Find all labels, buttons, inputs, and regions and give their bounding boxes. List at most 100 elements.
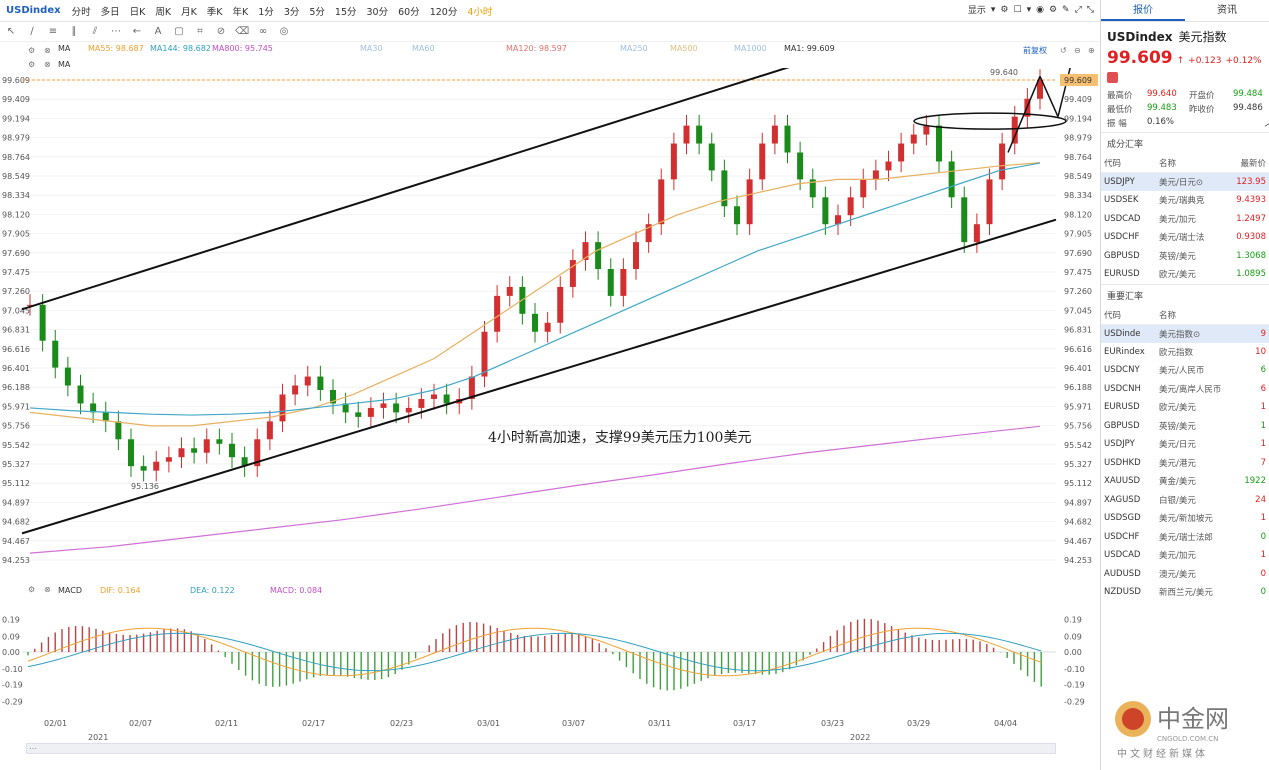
table-row[interactable]: USDCHF 美元/瑞士法 0.9308: [1101, 228, 1269, 247]
chevron-down-icon[interactable]: ▾: [990, 4, 996, 15]
table-row[interactable]: EURindex 欧元指数 10: [1101, 343, 1269, 362]
chevron-down-icon[interactable]: ▾: [1026, 4, 1032, 15]
timeframe-14[interactable]: 4小时: [467, 6, 493, 18]
table-row[interactable]: EURUSD 欧元/美元 1.0895: [1101, 265, 1269, 284]
timeframe-4[interactable]: 月K: [181, 6, 197, 18]
candle-body: [847, 197, 854, 216]
timeframe-7[interactable]: 1分: [258, 6, 274, 18]
ma-legend-main: ⚙ ⊗ MA MA55: 98.687 MA144: 98.682 MA800: 95…: [0, 44, 1100, 56]
table-row[interactable]: XAGUSD 白银/美元 24: [1101, 491, 1269, 510]
close-icon[interactable]: ⊗: [44, 45, 51, 55]
timeframe-9[interactable]: 5分: [309, 6, 325, 18]
timeframe-10[interactable]: 15分: [334, 6, 357, 18]
table-row[interactable]: USDCNY 美元/人民币 6: [1101, 361, 1269, 380]
table-row[interactable]: USDJPY 美元/日元 1: [1101, 435, 1269, 454]
table-row[interactable]: XAUUSD 黄金/美元 1922: [1101, 472, 1269, 491]
chart-scrollbar[interactable]: ⋯: [26, 743, 1056, 754]
table-row[interactable]: USDinde 美元指数⊙ 9: [1101, 324, 1269, 343]
fib-icon[interactable]: ⋯: [111, 26, 121, 37]
horizontal-line-icon[interactable]: ≡: [48, 26, 58, 37]
close-icon[interactable]: ⊗: [44, 585, 51, 594]
macd-chart[interactable]: 0.19 0.19 0.09 0.09 0.00 0.00 -0.10 -0.10 -0.19 -…: [0, 597, 1100, 717]
settings-icon[interactable]: ⚙: [1048, 4, 1058, 15]
display-menu[interactable]: 显示: [967, 6, 986, 16]
favorite-icon[interactable]: [1107, 72, 1118, 83]
pencil-icon[interactable]: ✎: [1062, 4, 1070, 15]
table-row[interactable]: USDJPY 美元/日元⊙ 123.95: [1101, 172, 1269, 191]
price-tick-left: 95.542: [2, 441, 30, 450]
candle-body: [165, 457, 172, 462]
candle-body: [241, 457, 248, 467]
timeframe-3[interactable]: 周K: [155, 6, 172, 18]
timeframe-12[interactable]: 60分: [398, 6, 420, 18]
quote-header: USDindex 美元指数 99.609 ↑ +0.123 +0.12%: [1101, 22, 1269, 68]
tab-quote[interactable]: 报价: [1101, 0, 1185, 21]
arrow-icon[interactable]: ←: [132, 26, 142, 37]
zoom-in-icon[interactable]: ⊕: [1088, 45, 1095, 55]
gear-icon[interactable]: ⚙: [28, 59, 36, 69]
table-row[interactable]: USDCHF 美元/瑞士法郎 0: [1101, 528, 1269, 547]
code-cell: USDCAD: [1104, 213, 1141, 224]
expand-icon[interactable]: ⤡: [1086, 4, 1094, 15]
zoom-out-icon[interactable]: ⊖: [1074, 45, 1081, 55]
eye-icon[interactable]: ◎: [279, 26, 289, 37]
table-row[interactable]: USDSGD 美元/新加坡元 1: [1101, 509, 1269, 528]
table-row[interactable]: GBPUSD 英镑/美元 1.3068: [1101, 247, 1269, 266]
candle-body: [683, 125, 690, 144]
macd-tick-left: -0.10: [2, 665, 23, 674]
timeframe-13[interactable]: 120分: [429, 6, 458, 18]
note-icon[interactable]: ▢: [174, 26, 184, 37]
scroll-handle[interactable]: ⋯: [29, 744, 37, 753]
fullscreen-icon[interactable]: ⤢: [1074, 4, 1082, 15]
channel-icon[interactable]: ⫽: [92, 26, 98, 37]
name-cell: 欧元/美元: [1159, 270, 1196, 281]
price-tick-left: 97.475: [2, 268, 30, 277]
gear-icon[interactable]: ⚙: [1000, 4, 1009, 15]
table-row[interactable]: NZDUSD 新西兰元/美元 0: [1101, 583, 1269, 602]
tab-news[interactable]: 资讯: [1217, 5, 1237, 16]
table-row[interactable]: USDHKD 美元/港元 7: [1101, 454, 1269, 473]
gear-icon[interactable]: ⚙: [28, 585, 36, 594]
text-icon[interactable]: A: [154, 26, 162, 37]
undo-icon[interactable]: ↺: [1060, 45, 1067, 55]
trend-line-icon[interactable]: ∕: [30, 26, 34, 37]
timeframe-1[interactable]: 多日: [100, 6, 120, 18]
table-row[interactable]: USDCAD 美元/加元 1.2497: [1101, 210, 1269, 229]
camera-icon[interactable]: ◉: [1036, 4, 1044, 15]
gear-icon[interactable]: ⚙: [28, 45, 36, 55]
timeframe-8[interactable]: 3分: [283, 6, 300, 18]
timeframe-6[interactable]: 年K: [232, 6, 249, 18]
delete-icon[interactable]: ⌫: [234, 26, 250, 37]
vertical-line-icon[interactable]: ∥: [71, 26, 77, 37]
timeframe-5[interactable]: 季K: [206, 6, 223, 18]
price-chart[interactable]: 99.609 99.609 99.409 99.409 99.194 99.194 98.9…: [0, 68, 1100, 580]
close-icon[interactable]: ⊗: [44, 59, 51, 69]
lock-icon[interactable]: ⊘: [216, 26, 226, 37]
logo-slogan: 中文财经新媒体: [1117, 747, 1208, 760]
timeframe-11[interactable]: 30分: [366, 6, 389, 18]
cursor-icon[interactable]: ↖: [6, 26, 16, 37]
adjust-mode-button[interactable]: 前复权: [1023, 45, 1047, 55]
price-tick: 94.467: [1064, 537, 1092, 546]
table-row[interactable]: USDSEK 美元/瑞典克 9.4393: [1101, 191, 1269, 210]
code-cell: USDCNY: [1104, 365, 1140, 376]
price-cell: 1: [1260, 402, 1266, 413]
date-tick: 03/01: [477, 719, 500, 728]
candle-body: [27, 304, 33, 306]
table-row[interactable]: USDCNH 美元/离岸人民币 6: [1101, 380, 1269, 399]
table-row[interactable]: USDCAD 美元/加元 1: [1101, 546, 1269, 565]
candle-body: [367, 407, 374, 417]
name-cell: 美元/日元⊙: [1156, 172, 1219, 191]
checkbox-icon[interactable]: ☐: [1013, 4, 1022, 15]
collapse-icon[interactable]: ︿: [1233, 117, 1269, 129]
table-row[interactable]: EURUSD 欧元/美元 1: [1101, 398, 1269, 417]
candle-body: [52, 340, 59, 368]
timeframe-0[interactable]: 分时: [71, 6, 91, 18]
table-row[interactable]: AUDUSD 澳元/美元 0: [1101, 565, 1269, 584]
macd-tick: 0.09: [1064, 633, 1082, 642]
table-row[interactable]: GBPUSD 英镑/美元 1: [1101, 417, 1269, 436]
ruler-icon[interactable]: ⌗: [197, 26, 203, 37]
candle-body: [203, 439, 210, 453]
magnet-icon[interactable]: ∞: [258, 26, 268, 37]
timeframe-2[interactable]: 日K: [129, 6, 146, 18]
